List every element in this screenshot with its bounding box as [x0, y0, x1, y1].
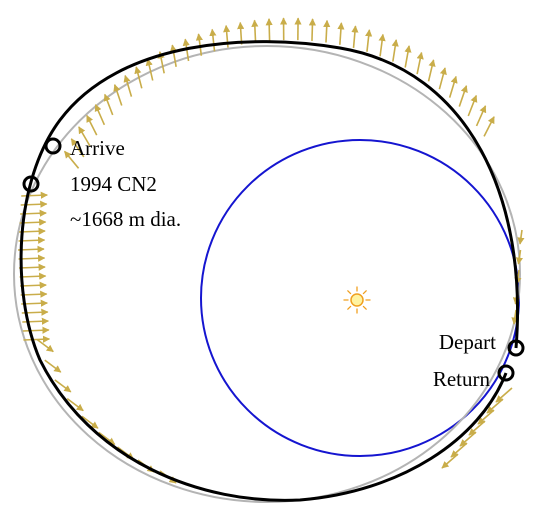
thrust-arrow [63, 150, 80, 169]
thrust-arrow [113, 84, 123, 106]
thrust-arrow [351, 25, 359, 49]
transfer-trajectory [19, 40, 520, 502]
thrust-arrow [450, 442, 468, 458]
thrust-arrow [515, 249, 523, 265]
thrust-arrow [145, 58, 154, 81]
thrust-arrow [511, 309, 519, 325]
asteroid-marker-icon [22, 175, 40, 193]
depart-marker-icon [507, 339, 525, 357]
thrust-arrow [134, 66, 143, 89]
asteroid-name-label: 1994 CN2 [70, 172, 157, 196]
thrust-arrow [486, 398, 504, 414]
thrust-arrow [19, 272, 47, 280]
thrust-arrow [337, 22, 345, 45]
return-marker-icon [497, 364, 515, 382]
thrust-arrow [123, 74, 133, 97]
thrust-arrow [209, 28, 217, 52]
thrust-arrow [36, 338, 54, 353]
thrust-arrow [86, 114, 98, 136]
thrust-arrow [98, 431, 116, 446]
thrust-arrow [308, 18, 317, 41]
thrust-arrow [23, 335, 51, 343]
thrust-arrow [441, 453, 459, 469]
depart-label: Depart [439, 330, 496, 354]
thrust-arrow [22, 326, 50, 334]
thrust-arrow [475, 105, 487, 127]
thrust-arrow [20, 290, 48, 298]
thrust-arrow [103, 93, 114, 116]
thrust-arrow [416, 51, 424, 75]
thrust-arrow [438, 67, 447, 90]
arrive-label: Arrive [70, 136, 125, 160]
thrust-arrow [468, 420, 486, 436]
thrust-arrow [20, 281, 47, 289]
thrust-arrow [467, 94, 478, 117]
thrust-arrow [477, 409, 495, 425]
thrust-arrow [78, 126, 91, 147]
asteroid-orbit [13, 45, 521, 503]
asteroid-size-label: ~1668 m dia. [70, 207, 181, 231]
thrust-arrow [448, 75, 458, 98]
thrust-arrow [404, 45, 412, 68]
thrust-arrow [169, 44, 177, 67]
thrust-arrow [18, 254, 46, 262]
thrust-arrow [81, 415, 99, 429]
thrust-arrow [495, 387, 513, 403]
thrust-arrow [458, 85, 468, 107]
sun-icon [343, 286, 371, 314]
thrust-arrow [391, 39, 399, 62]
return-label: Return [433, 367, 491, 391]
arrive-marker-icon [44, 137, 62, 155]
thrust-arrow [19, 263, 46, 271]
thrust-arrow [21, 191, 48, 199]
thrust-arrow [378, 33, 386, 57]
thrust-arrow [365, 29, 373, 52]
thrust-arrow [265, 18, 273, 41]
thrust-arrow [70, 138, 85, 158]
thrust-arrow [251, 19, 259, 43]
thrust-arrow [66, 397, 84, 412]
thrust-arrow [427, 59, 436, 82]
thrust-arrow [517, 229, 525, 245]
thrust-arrow [195, 33, 203, 56]
thrust-arrow [459, 431, 477, 447]
thrust-arrow [54, 379, 72, 393]
thrust-arrow [94, 104, 106, 126]
thrust-arrow [483, 116, 495, 137]
thrust-arrow [323, 19, 331, 43]
thrust-arrow [44, 359, 62, 373]
